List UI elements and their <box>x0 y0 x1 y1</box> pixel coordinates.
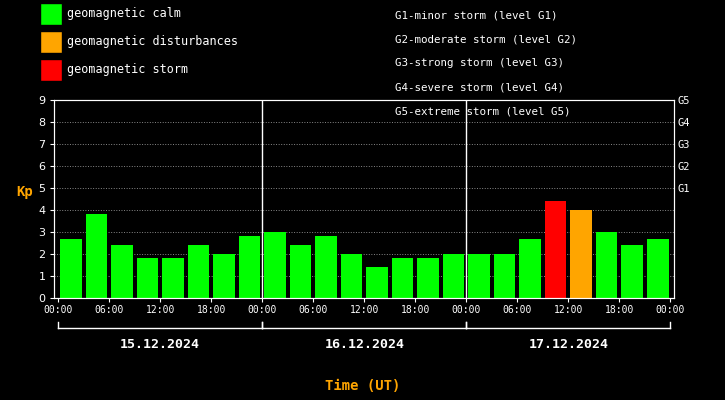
Bar <box>341 254 362 298</box>
Bar <box>136 258 158 298</box>
Bar <box>443 254 465 298</box>
Bar <box>647 238 668 298</box>
Text: G3-strong storm (level G3): G3-strong storm (level G3) <box>395 58 564 68</box>
Bar <box>621 245 643 298</box>
Bar <box>366 267 388 298</box>
Bar <box>544 201 566 298</box>
Text: G2-moderate storm (level G2): G2-moderate storm (level G2) <box>395 34 577 44</box>
Bar <box>468 254 490 298</box>
Text: geomagnetic storm: geomagnetic storm <box>67 64 188 76</box>
Bar <box>494 254 515 298</box>
Bar <box>596 232 618 298</box>
Bar <box>519 238 541 298</box>
Bar <box>264 232 286 298</box>
Bar <box>162 258 184 298</box>
Bar <box>213 254 235 298</box>
Bar <box>239 236 260 298</box>
Text: geomagnetic calm: geomagnetic calm <box>67 8 181 20</box>
Text: G5-extreme storm (level G5): G5-extreme storm (level G5) <box>395 106 571 116</box>
Text: 15.12.2024: 15.12.2024 <box>120 338 200 350</box>
Text: 17.12.2024: 17.12.2024 <box>529 338 608 350</box>
Bar <box>392 258 413 298</box>
Bar <box>111 245 133 298</box>
Bar <box>60 238 82 298</box>
Bar <box>571 210 592 298</box>
Text: G4-severe storm (level G4): G4-severe storm (level G4) <box>395 82 564 92</box>
Text: Time (UT): Time (UT) <box>325 379 400 393</box>
Bar <box>188 245 210 298</box>
Bar <box>290 245 311 298</box>
Bar <box>315 236 337 298</box>
Text: G1-minor storm (level G1): G1-minor storm (level G1) <box>395 10 558 20</box>
Text: geomagnetic disturbances: geomagnetic disturbances <box>67 36 239 48</box>
Y-axis label: Kp: Kp <box>16 185 33 199</box>
Text: 16.12.2024: 16.12.2024 <box>324 338 405 350</box>
Bar <box>418 258 439 298</box>
Bar <box>86 214 107 298</box>
